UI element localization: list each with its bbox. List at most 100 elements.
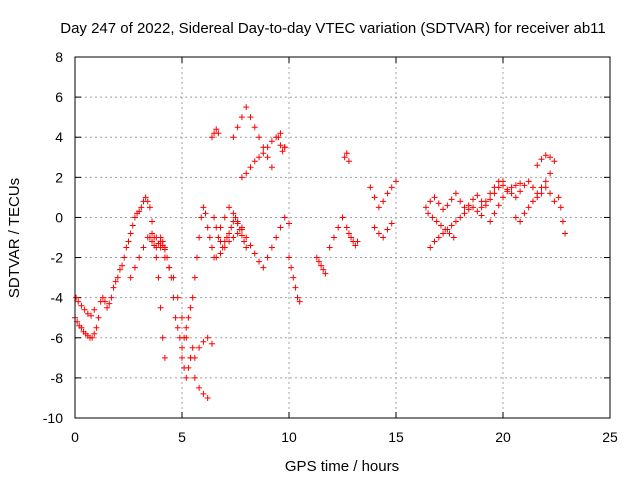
data-point [110, 284, 117, 291]
data-point [206, 234, 213, 241]
data-point [512, 182, 519, 189]
data-point [286, 254, 292, 261]
data-point [228, 224, 235, 231]
data-point [196, 384, 203, 391]
data-point [234, 230, 241, 237]
data-point [131, 264, 138, 271]
data-point [422, 204, 429, 211]
data-point [189, 294, 196, 301]
y-tick-label: -4 [51, 290, 64, 306]
x-axis-label: GPS time / hours [285, 458, 399, 475]
data-point [155, 274, 162, 281]
data-point [215, 234, 222, 241]
data-point [512, 214, 519, 221]
data-point [457, 198, 464, 205]
data-point [99, 294, 106, 301]
data-point [243, 104, 250, 111]
data-point [380, 198, 387, 205]
data-point [256, 134, 263, 141]
data-point [211, 214, 218, 221]
data-point [157, 304, 164, 311]
data-point [183, 324, 190, 331]
data-point [179, 354, 185, 361]
data-point [181, 334, 188, 341]
data-point [547, 170, 554, 177]
data-point [388, 220, 395, 227]
data-point [491, 184, 498, 191]
data-point [431, 238, 438, 245]
data-point [131, 214, 138, 221]
data-point [221, 214, 228, 221]
data-point [268, 244, 275, 251]
data-point [196, 234, 203, 241]
data-point [562, 230, 569, 237]
data-point [187, 304, 194, 311]
data-point [288, 264, 295, 271]
data-point [226, 238, 233, 245]
data-point [448, 196, 455, 203]
data-point [542, 178, 549, 185]
data-point [136, 254, 143, 261]
data-point [313, 254, 320, 261]
data-point [127, 230, 134, 237]
data-point [442, 226, 449, 233]
data-point [427, 198, 434, 205]
data-point [159, 238, 166, 245]
data-point [204, 224, 211, 231]
data-point [251, 250, 258, 257]
x-tick-label: 15 [388, 429, 404, 445]
data-point [534, 162, 541, 169]
data-point [264, 154, 271, 161]
data-point [375, 204, 382, 211]
data-point [465, 206, 472, 213]
data-point [153, 244, 160, 251]
data-point [101, 298, 108, 305]
data-point [290, 274, 297, 281]
data-point [354, 238, 361, 245]
data-point [123, 244, 130, 251]
data-point [243, 244, 250, 251]
data-point [198, 214, 205, 221]
data-point [73, 294, 80, 301]
data-point [542, 152, 549, 159]
data-point [144, 198, 151, 205]
y-tick-label: 8 [55, 49, 63, 65]
data-point [279, 148, 286, 155]
data-point [551, 158, 558, 165]
data-point [129, 222, 136, 229]
data-point [371, 224, 378, 231]
data-point [93, 324, 100, 331]
data-point [256, 258, 263, 265]
data-point [444, 202, 451, 209]
data-point [318, 262, 325, 269]
data-point [478, 212, 485, 219]
data-point [429, 214, 436, 221]
data-point [470, 196, 477, 203]
data-point [495, 178, 502, 185]
data-point [136, 208, 143, 215]
data-point [264, 144, 271, 151]
data-point [108, 294, 115, 301]
data-point [204, 394, 211, 401]
data-point [256, 154, 263, 161]
data-point [146, 234, 153, 241]
data-point [238, 114, 245, 121]
data-point [339, 214, 346, 221]
data-point [204, 334, 211, 341]
data-point [146, 204, 153, 211]
data-point [345, 158, 352, 165]
data-point [104, 304, 111, 311]
data-point [482, 198, 489, 205]
data-point [170, 274, 177, 281]
data-point [149, 230, 156, 237]
data-point [491, 210, 498, 217]
data-point [547, 190, 554, 197]
data-point [95, 314, 102, 321]
data-point [450, 234, 457, 241]
data-point [268, 138, 275, 145]
data-point [474, 192, 481, 199]
y-tick-label: 4 [55, 129, 63, 145]
data-point [452, 218, 459, 225]
data-point [517, 188, 524, 195]
x-tick-label: 0 [71, 429, 79, 445]
